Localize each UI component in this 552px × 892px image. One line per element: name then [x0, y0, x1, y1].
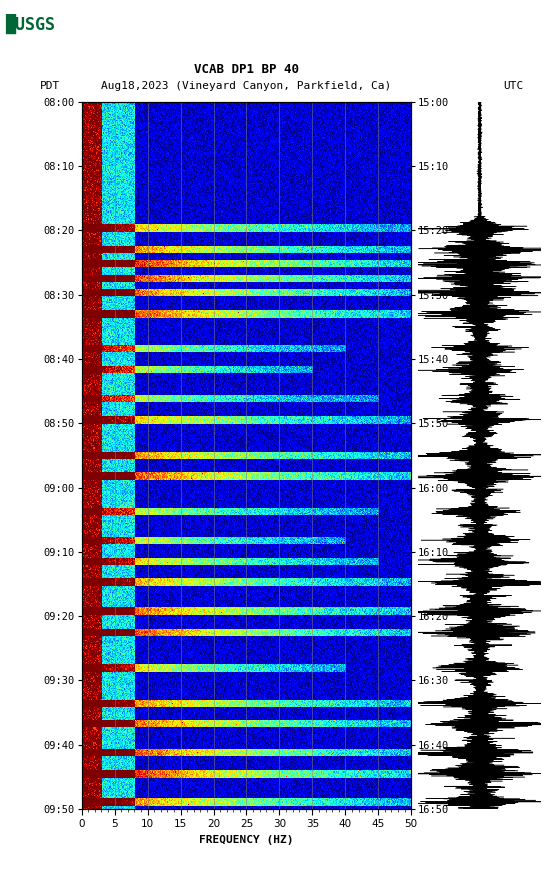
- Text: Aug18,2023 (Vineyard Canyon, Parkfield, Ca): Aug18,2023 (Vineyard Canyon, Parkfield, …: [102, 80, 391, 91]
- Text: █USGS: █USGS: [6, 13, 56, 34]
- Text: UTC: UTC: [503, 80, 523, 91]
- Text: PDT: PDT: [40, 80, 60, 91]
- X-axis label: FREQUENCY (HZ): FREQUENCY (HZ): [199, 835, 294, 845]
- Text: VCAB DP1 BP 40: VCAB DP1 BP 40: [194, 63, 299, 76]
